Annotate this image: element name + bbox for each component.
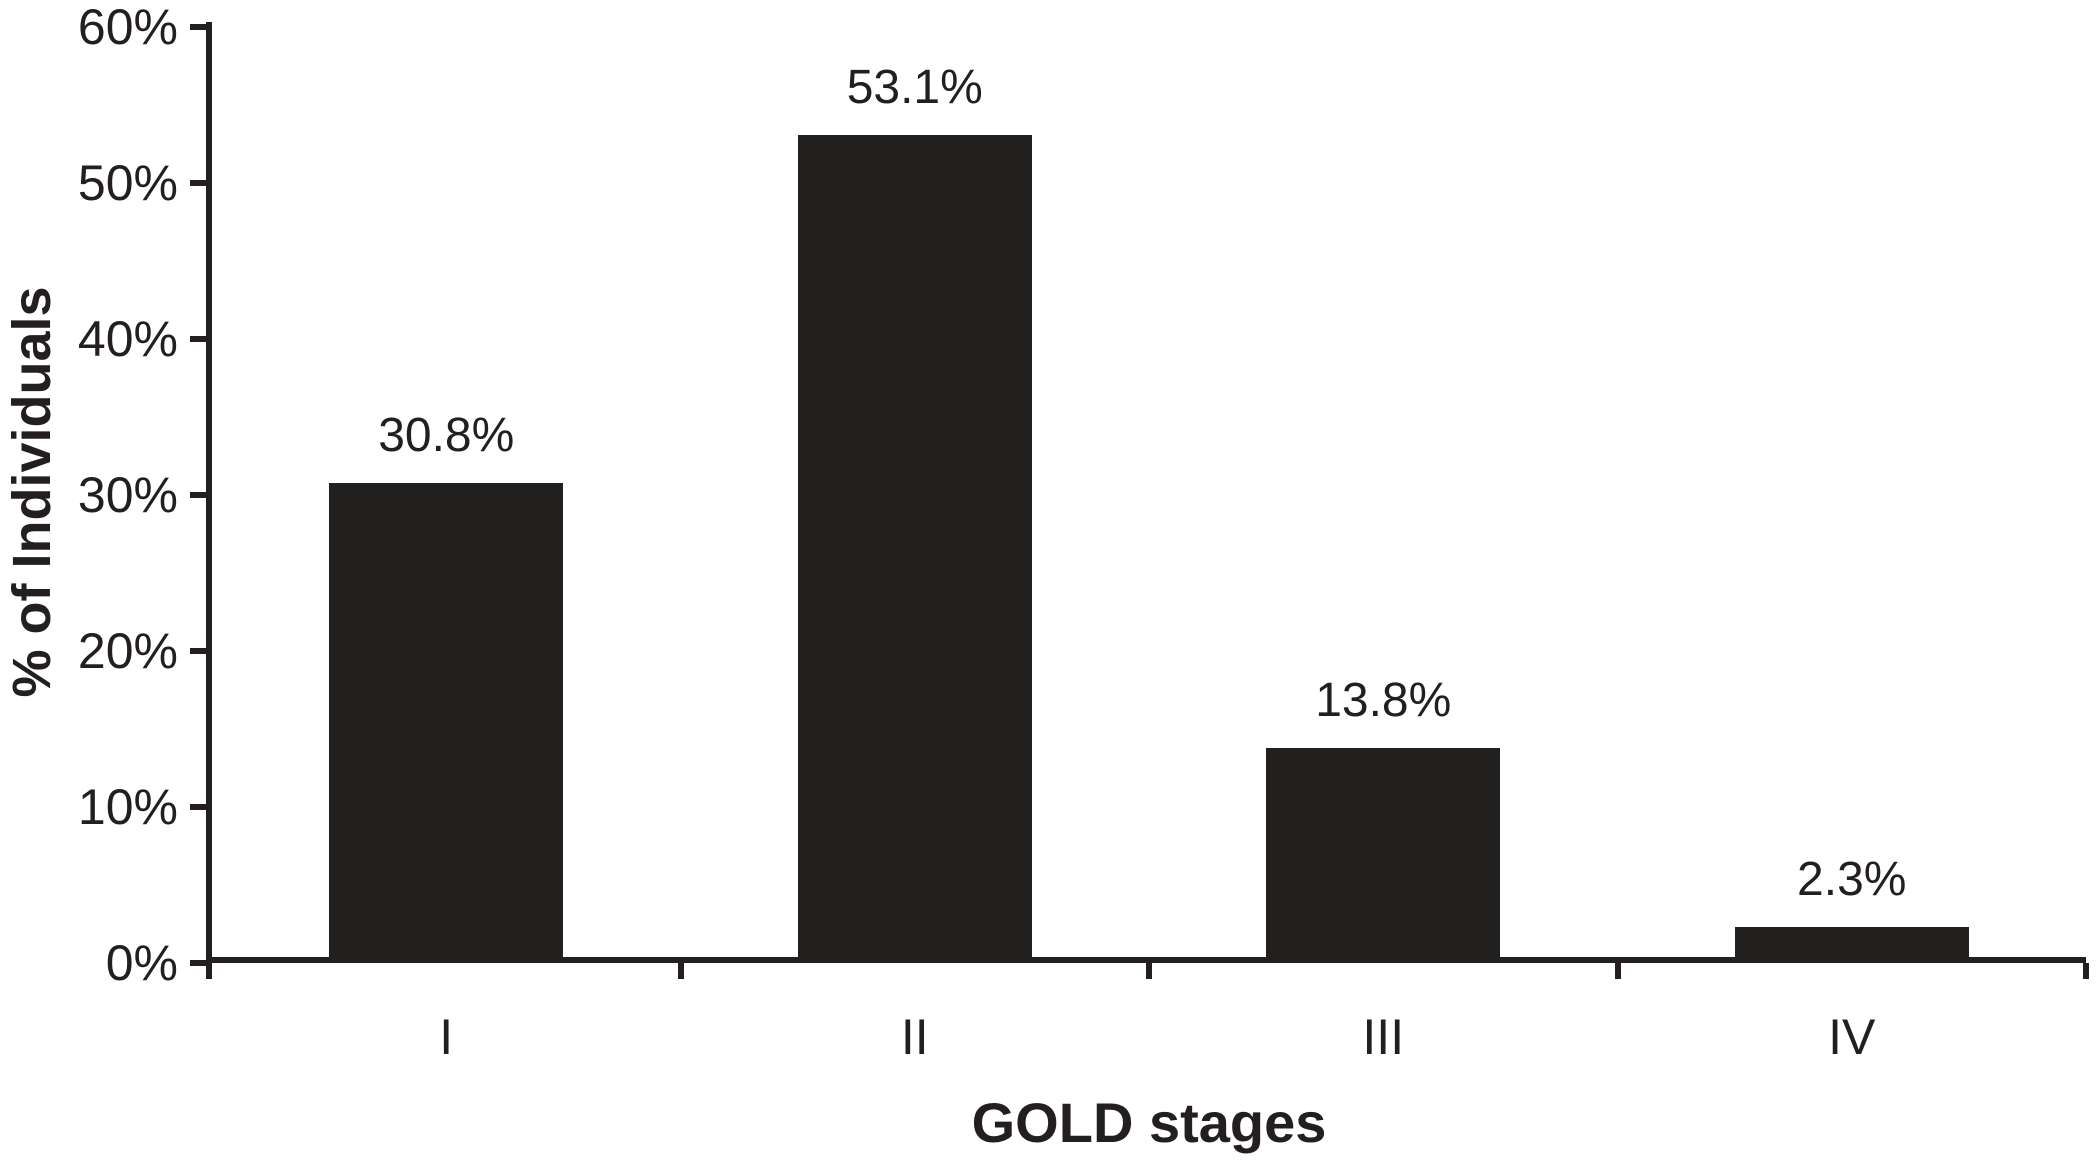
x-tick	[1146, 963, 1152, 979]
y-tick-label: 10%	[77, 779, 178, 835]
y-tick-label: 60%	[77, 0, 178, 55]
y-tick	[190, 804, 206, 810]
bar-value-label: 53.1%	[846, 60, 983, 114]
y-tick-label: 40%	[77, 311, 178, 367]
x-tick	[677, 963, 684, 979]
y-tick-label: 20%	[77, 623, 178, 679]
bar-value-label: 2.3%	[1797, 853, 1907, 907]
y-tick	[190, 180, 206, 186]
x-category-label: IV	[1828, 1009, 1876, 1065]
x-category-label: II	[900, 1009, 929, 1065]
x-category-label: I	[439, 1009, 454, 1065]
bar-value-label: 13.8%	[1315, 673, 1452, 727]
x-category-label: III	[1362, 1009, 1405, 1065]
bar	[797, 134, 1032, 963]
bar-value-label: 30.8%	[378, 408, 515, 462]
y-tick-label: 50%	[77, 155, 178, 211]
y-tick	[190, 492, 206, 498]
x-tick	[2083, 963, 2089, 979]
y-axis-line	[206, 22, 212, 979]
bar	[329, 482, 564, 963]
y-tick-label: 30%	[77, 467, 178, 523]
y-tick	[190, 960, 206, 966]
y-tick	[190, 336, 206, 342]
y-tick-label: 0%	[105, 935, 178, 991]
x-axis-title: GOLD stages	[971, 1091, 1327, 1154]
x-axis-line	[206, 957, 2086, 963]
bar	[1734, 927, 1969, 963]
y-axis-title: % of Individuals	[2, 286, 62, 698]
x-tick	[1614, 963, 1621, 979]
y-tick	[190, 24, 206, 30]
y-tick	[190, 648, 206, 654]
bar	[1266, 747, 1501, 963]
